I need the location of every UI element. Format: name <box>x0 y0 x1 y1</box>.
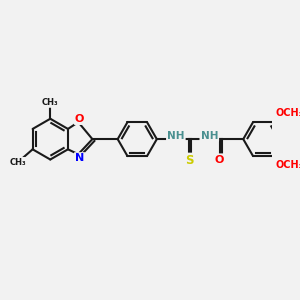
Text: OCH₃: OCH₃ <box>275 108 300 118</box>
Text: S: S <box>185 154 194 167</box>
Text: CH₃: CH₃ <box>9 158 26 167</box>
Text: CH₃: CH₃ <box>42 98 58 107</box>
Text: NH: NH <box>200 131 218 141</box>
Text: O: O <box>214 154 224 164</box>
Text: NH: NH <box>167 131 184 141</box>
Text: OCH₃: OCH₃ <box>275 160 300 170</box>
Text: O: O <box>75 114 84 124</box>
Text: N: N <box>75 153 84 163</box>
